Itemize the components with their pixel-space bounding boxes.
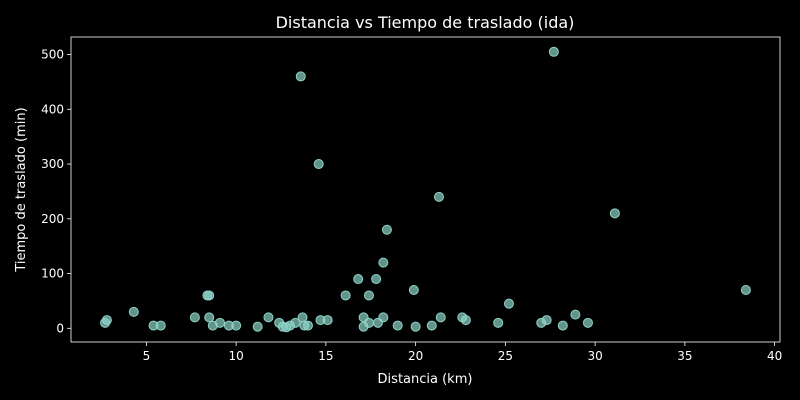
plot-frame xyxy=(70,36,781,343)
data-point xyxy=(290,317,301,328)
data-point xyxy=(313,159,324,170)
data-point xyxy=(582,317,593,328)
data-point xyxy=(302,320,313,331)
data-point xyxy=(363,317,374,328)
data-point xyxy=(353,274,364,285)
data-point xyxy=(295,71,306,82)
x-tick-label: 10 xyxy=(228,349,243,363)
data-point xyxy=(214,317,225,328)
data-point xyxy=(297,312,308,323)
data-point xyxy=(231,320,242,331)
data-point xyxy=(252,321,263,332)
x-tick-label: 30 xyxy=(587,349,602,363)
data-point xyxy=(378,257,389,268)
data-point xyxy=(363,290,374,301)
y-axis: 0 100 200 300 400 500 xyxy=(41,48,71,335)
data-point xyxy=(426,320,437,331)
data-points xyxy=(100,46,751,333)
data-point xyxy=(609,208,620,219)
y-axis-label: Tiempo de traslado (min) xyxy=(14,107,29,272)
data-point xyxy=(435,312,446,323)
data-point xyxy=(128,306,139,317)
data-point xyxy=(548,46,559,57)
data-point xyxy=(322,315,333,326)
y-tick-label: 500 xyxy=(41,48,64,62)
y-tick-label: 300 xyxy=(41,157,64,171)
data-point xyxy=(503,298,514,309)
x-tick-label: 40 xyxy=(767,349,782,363)
data-point xyxy=(408,284,419,295)
data-point xyxy=(460,315,471,326)
data-point xyxy=(204,312,215,323)
y-tick-label: 100 xyxy=(41,267,64,281)
data-point xyxy=(371,274,382,285)
data-point xyxy=(541,315,552,326)
data-point xyxy=(740,284,751,295)
data-point xyxy=(101,315,112,326)
data-point xyxy=(392,320,403,331)
y-tick-label: 200 xyxy=(41,212,64,226)
chart-title: Distancia vs Tiempo de traslado (ida) xyxy=(276,13,575,32)
data-point xyxy=(410,321,421,332)
data-point xyxy=(340,290,351,301)
y-tick-label: 0 xyxy=(56,321,64,335)
data-point xyxy=(189,312,200,323)
data-point xyxy=(381,224,392,235)
data-point xyxy=(433,191,444,202)
x-tick-label: 35 xyxy=(677,349,692,363)
data-point xyxy=(378,312,389,323)
x-axis-label: Distancia (km) xyxy=(378,372,473,387)
data-point xyxy=(204,290,215,301)
data-point xyxy=(155,320,166,331)
x-tick-label: 5 xyxy=(143,349,151,363)
x-tick-label: 25 xyxy=(498,349,513,363)
x-tick-label: 15 xyxy=(318,349,333,363)
y-tick-label: 400 xyxy=(41,102,64,116)
data-point xyxy=(493,317,504,328)
data-point xyxy=(557,320,568,331)
data-point xyxy=(263,312,274,323)
x-axis: 5 10 15 20 25 30 35 40 xyxy=(143,342,782,363)
data-point xyxy=(570,309,581,320)
x-tick-label: 20 xyxy=(408,349,423,363)
